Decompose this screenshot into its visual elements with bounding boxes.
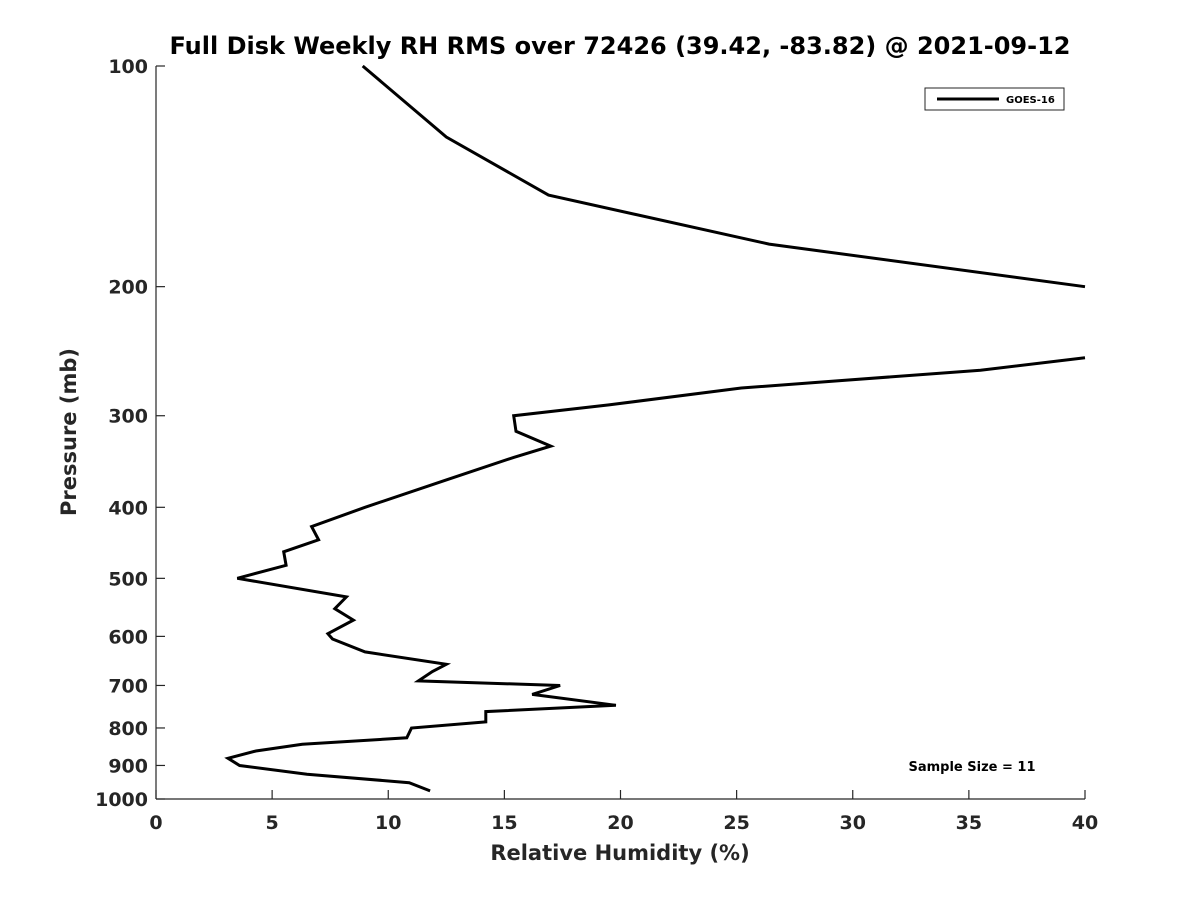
- y-tick-label: 1000: [95, 789, 148, 811]
- x-tick-label: 15: [491, 812, 517, 834]
- y-tick-label: 600: [108, 626, 148, 648]
- y-tick-label: 800: [108, 718, 148, 740]
- series-line-goes-16: [361, 64, 1086, 289]
- x-axis-label: Relative Humidity (%): [490, 841, 749, 865]
- x-tick-label: 40: [1072, 812, 1098, 834]
- x-tick-label: 5: [266, 812, 279, 834]
- sample-size-annotation: Sample Size = 11: [908, 760, 1035, 775]
- legend-label-goes-16: GOES-16: [1006, 95, 1055, 106]
- x-axis-ticks: 0 5 10 15 20 25 30 35 40: [149, 790, 1098, 834]
- y-tick-label: 700: [108, 675, 148, 697]
- y-tick-label: 300: [108, 406, 148, 428]
- y-tick-label: 900: [108, 755, 148, 777]
- y-axis-ticks: 100 200 300 400 500 600 700 800 900 1000: [95, 56, 165, 811]
- legend: GOES-16: [924, 87, 1065, 111]
- series-layer: [224, 64, 1086, 793]
- x-tick-label: 25: [723, 812, 749, 834]
- x-tick-label: 35: [956, 812, 982, 834]
- series-line-goes-16: [224, 356, 1086, 793]
- y-tick-label: 400: [108, 497, 148, 519]
- x-tick-label: 0: [149, 812, 162, 834]
- y-axis-label: Pressure (mb): [57, 348, 81, 516]
- y-tick-label: 200: [108, 277, 148, 299]
- chart-title: Full Disk Weekly RH RMS over 72426 (39.4…: [169, 32, 1070, 60]
- y-tick-label: 100: [108, 56, 148, 78]
- y-tick-label: 500: [108, 568, 148, 590]
- x-tick-label: 20: [607, 812, 633, 834]
- x-tick-label: 10: [375, 812, 401, 834]
- x-tick-label: 30: [840, 812, 866, 834]
